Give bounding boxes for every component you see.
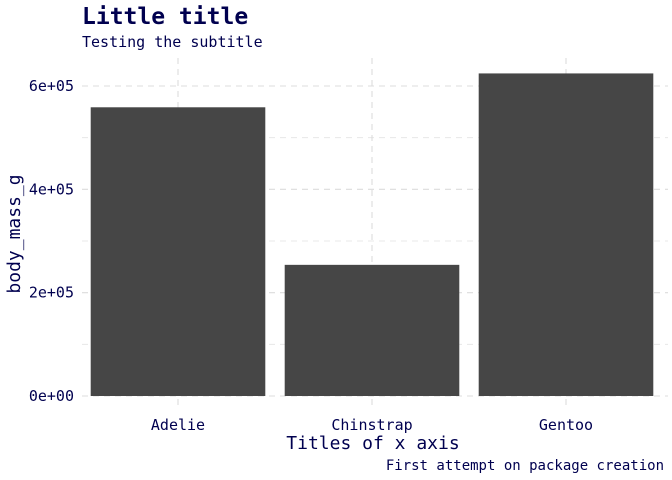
x-tick-labels: Adelie Chinstrap Gentoo	[151, 416, 593, 434]
x-tick-label: Gentoo	[539, 416, 593, 434]
bar-gentoo	[478, 73, 654, 397]
y-tick-label: 0e+00	[29, 387, 74, 405]
x-axis-title: Titles of x axis	[286, 433, 459, 454]
y-tick-label: 2e+05	[29, 284, 74, 302]
x-tick-label: Chinstrap	[331, 416, 412, 434]
chart-subtitle: Testing the subtitle	[82, 33, 263, 51]
bar-adelie	[90, 107, 266, 396]
chart-caption: First attempt on package creation	[386, 458, 664, 474]
bars	[90, 73, 654, 397]
y-axis-title: body_mass_g	[4, 174, 25, 293]
x-tick-label: Adelie	[151, 416, 205, 434]
y-tick-label: 6e+05	[29, 77, 74, 95]
chart-title: Little title	[82, 4, 248, 30]
bar-chinstrap	[284, 264, 460, 396]
y-tick-labels: 0e+00 2e+05 4e+05 6e+05	[29, 77, 74, 405]
y-tick-label: 4e+05	[29, 180, 74, 198]
